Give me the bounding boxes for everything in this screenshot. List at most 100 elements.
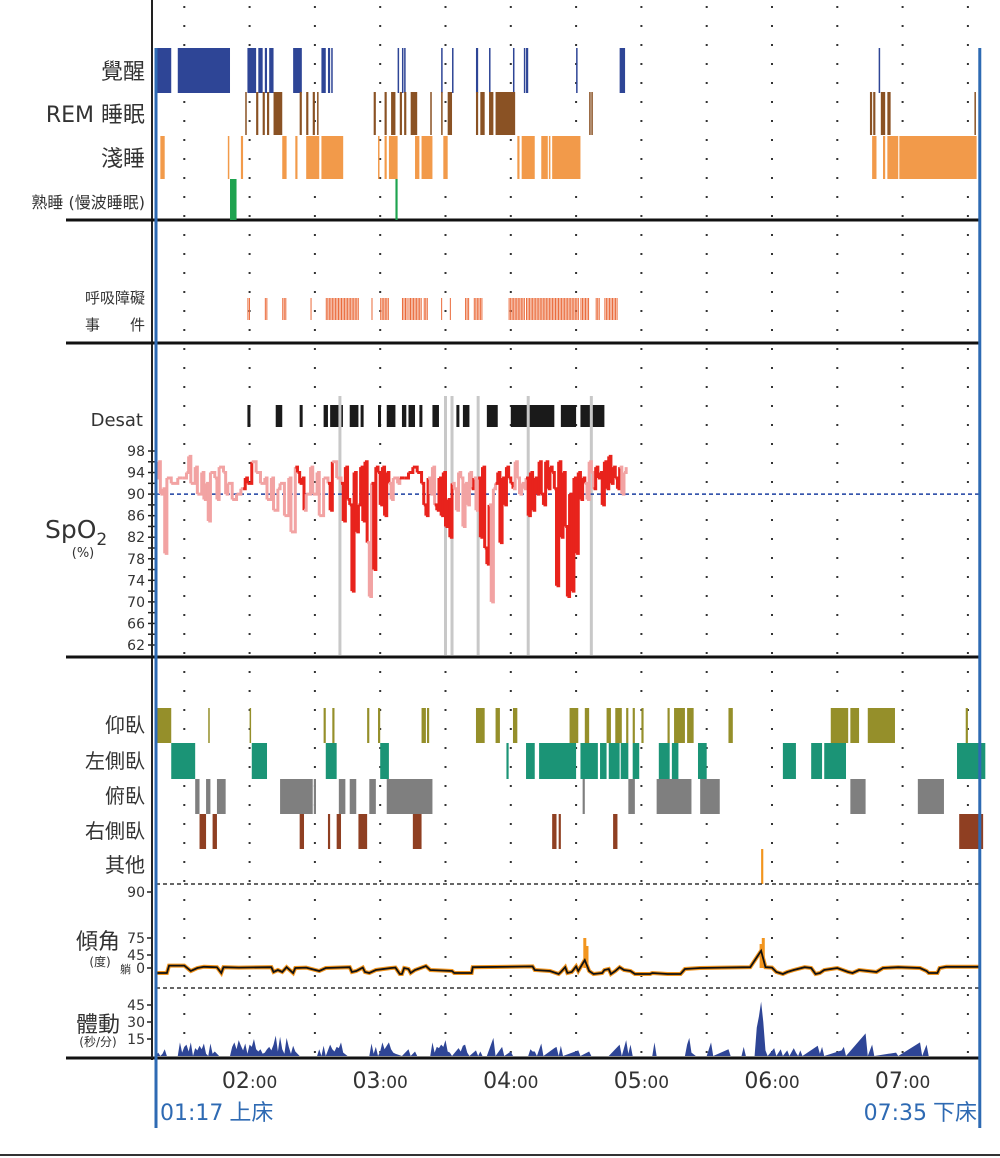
stage-bar-rem [384,92,387,135]
resp-event-mark [331,298,333,320]
position-bar-right [959,814,984,849]
spo2-segment [210,471,217,478]
position-bar-left [506,743,509,779]
spo2-segment [549,465,554,473]
time-tick-label: 05:00 [614,1069,669,1094]
stage-bar-light [321,136,344,179]
position-bar-supine [830,708,849,743]
resp-event-mark [608,298,610,320]
resp-event-mark [547,298,549,320]
spo2-segment [264,476,269,500]
spo2-segment [617,467,622,491]
movement-tick-label: 15 [127,1032,145,1048]
resp-event-mark [466,298,468,320]
spo2-segment [356,504,360,534]
spo2-segment [467,472,471,507]
spo2-segment [515,460,519,478]
position-bar-supine [687,708,694,743]
stage-bar-rem [887,92,891,135]
spo2-segment [458,471,463,478]
resp-event-mark [414,298,416,320]
spo2-tick-label: 74 [127,573,145,589]
stage-bar-rem [404,92,407,135]
spo2-segment [369,483,373,598]
bed-in-text: 上床 [229,1101,273,1126]
resp-event-mark [564,298,566,320]
spo2-segment [528,472,532,518]
resp-event-mark [354,298,356,320]
spo2-segment [486,504,491,566]
spo2-segment [615,476,619,489]
spo2-segment [469,471,474,489]
spo2-segment [428,476,432,495]
spo2-segment [354,471,358,532]
spo2-segment [576,472,580,555]
position-bar-supine [367,708,370,743]
spo2-segment [578,471,582,500]
spo2-segment [341,481,345,522]
desat-mark [432,405,439,427]
spo2-segment [388,481,393,500]
spo2-segment [347,498,352,505]
spo2-segment [332,460,339,478]
spo2-segment [421,481,426,505]
spo2-segment [243,477,247,491]
position-bar-left [811,743,823,779]
stage-bar-wake [321,48,326,93]
stage-bar-rem [591,92,593,135]
position-bar-left [325,743,337,779]
resp-event-mark [568,298,570,320]
spo2-segment [216,467,221,501]
position-bar-left [608,743,620,779]
resp-event-mark [371,298,373,320]
desat-mark [560,405,577,427]
resp-event-mark [476,298,478,320]
resp-event-mark [417,298,419,320]
resp-event-mark [282,298,284,320]
resp-event-mark [248,298,250,320]
position-bar-supine [867,708,895,743]
spo2-segment [510,481,515,489]
spo2-segment [219,465,225,473]
stage-bar-light [388,136,398,179]
spo2-segment [310,465,315,495]
spo2-segment [582,476,587,484]
time-grid [183,6,969,1056]
spo2-segment [360,465,365,522]
resp-event-mark [615,298,617,320]
time-tick-hour: 07 [875,1069,903,1094]
spo2-segment [404,472,410,480]
spo2-segment [371,481,376,570]
stage-bar-rem [312,92,315,135]
spo2-segment [434,503,439,511]
bed-in-time: 01:17 [160,1101,223,1126]
position-bar-supine [378,708,381,743]
resp-event-mark [532,298,534,320]
position-bar-prone [700,779,720,814]
position-label-right: 右側臥 [85,819,145,843]
stage-bar-light [421,136,433,179]
spo2-segment [190,467,197,485]
stage-bar-light [552,136,581,179]
position-bar-prone [917,779,944,814]
stage-bar-wake [247,48,257,93]
stage-bar-rem [273,92,283,135]
position-bar-supine [632,708,635,743]
resp-event-mark [585,298,587,320]
spo2-segment [569,492,574,592]
stage-bar-deep [395,179,398,220]
spo2-segment [423,503,428,516]
stage-bar-rem [430,92,432,135]
spo2-segment [547,467,552,491]
stage-bar-light [384,136,387,179]
resp-event-mark [554,298,556,320]
spo2-segment [162,487,167,554]
spo2-segment [543,461,548,507]
resp-event-mark [468,298,470,320]
spo2-segment [443,471,447,527]
time-tick-label: 03:00 [353,1069,408,1094]
spo2-segment [541,492,545,505]
stage-bar-wake [619,48,626,93]
stage-bar-light [887,136,899,179]
